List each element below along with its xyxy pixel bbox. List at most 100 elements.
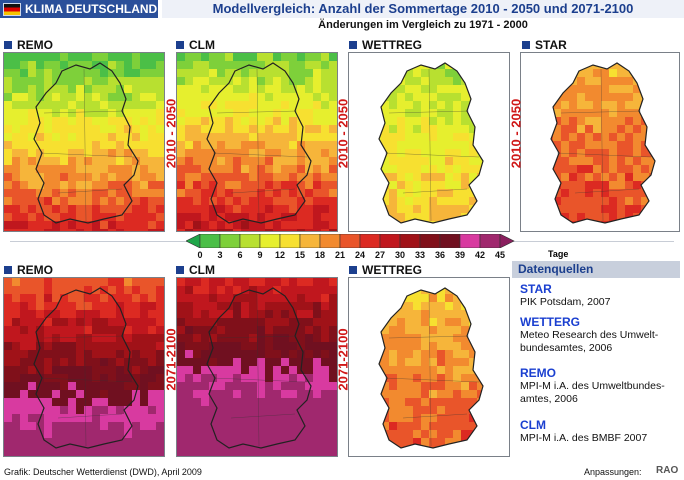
- map-cell: [249, 197, 258, 206]
- map-cell: [156, 422, 164, 431]
- map-cell: [521, 205, 530, 214]
- map-cell: [453, 390, 462, 399]
- map-cell: [201, 382, 210, 391]
- map-cell: [421, 422, 430, 431]
- map-cell: [36, 430, 45, 439]
- map-cell: [265, 133, 274, 142]
- map-cell: [92, 406, 101, 415]
- map-cell: [521, 197, 530, 206]
- map-cell: [485, 326, 494, 335]
- map-cell: [265, 101, 274, 110]
- map-cell: [297, 454, 306, 456]
- map-cell: [421, 205, 430, 214]
- map-cell: [241, 221, 250, 230]
- map-cell: [233, 326, 242, 335]
- map-cell: [68, 133, 77, 142]
- map-cell: [445, 318, 454, 327]
- map-cell: [313, 117, 322, 126]
- map-cell: [445, 406, 454, 415]
- map-cell: [429, 366, 438, 375]
- map-cell: [379, 149, 382, 158]
- map-cell: [461, 149, 470, 158]
- map-cell: [201, 430, 210, 439]
- map-cell: [501, 398, 509, 407]
- map-cell: [493, 141, 502, 150]
- map-cell: [156, 109, 164, 118]
- map-cell: [289, 286, 298, 295]
- map-cell: [405, 430, 414, 439]
- map-cell: [4, 117, 13, 126]
- map-cell: [421, 382, 430, 391]
- map-cell: [281, 350, 290, 359]
- map-cell: [389, 181, 398, 190]
- map-cell: [365, 366, 374, 375]
- map-cell: [4, 141, 13, 150]
- map-cell: [305, 446, 314, 455]
- map-cell: [321, 229, 330, 231]
- map-cell: [379, 446, 382, 448]
- map-cell: [305, 53, 314, 62]
- map-cell: [148, 205, 157, 214]
- map-cell: [493, 286, 502, 295]
- map-cell: [657, 221, 666, 230]
- map-cell: [225, 350, 234, 359]
- map-cell: [421, 181, 430, 190]
- map-cell: [249, 165, 258, 174]
- map-cell: [185, 358, 194, 367]
- map-cell: [217, 350, 226, 359]
- map-cell: [273, 438, 282, 447]
- map-cell: [92, 181, 101, 190]
- map-cell: [485, 165, 494, 174]
- map-cell: [52, 69, 61, 78]
- map-cell: [92, 117, 101, 126]
- map-cell: [445, 382, 454, 391]
- map-cell: [124, 398, 133, 407]
- map-cell: [140, 157, 149, 166]
- map-cell: [601, 77, 610, 86]
- map-cell: [529, 117, 538, 126]
- map-cell: [421, 93, 430, 102]
- map-cell: [429, 342, 438, 351]
- map-cell: [379, 109, 382, 118]
- map-cell: [209, 157, 218, 166]
- map-cell: [437, 318, 446, 327]
- map-cell: [60, 189, 69, 198]
- map-cell: [201, 326, 210, 335]
- map-cell: [297, 85, 306, 94]
- map-cell: [12, 318, 21, 327]
- map-cell: [397, 288, 406, 295]
- map-cell: [453, 334, 462, 343]
- map-cell: [437, 189, 446, 198]
- map-cell: [124, 109, 133, 118]
- map-cell: [28, 77, 37, 86]
- map-cell: [4, 101, 13, 110]
- map-cell: [193, 197, 202, 206]
- map-cell: [329, 93, 337, 102]
- map-cell: [529, 61, 538, 70]
- map-cell: [521, 53, 530, 62]
- map-cell: [405, 398, 414, 407]
- map-cell: [289, 69, 298, 78]
- map-cell: [108, 294, 117, 303]
- map-cell: [477, 398, 483, 407]
- map-cell: [265, 109, 274, 118]
- map-cell: [148, 302, 157, 311]
- map-cell: [28, 342, 37, 351]
- map-cell: [28, 446, 37, 455]
- map-cell: [577, 173, 586, 182]
- map-cell: [52, 165, 61, 174]
- map-cell: [577, 229, 586, 231]
- map-cell: [349, 205, 358, 214]
- map-cell: [249, 294, 258, 303]
- map-cell: [501, 350, 509, 359]
- map-cell: [297, 53, 306, 62]
- map-cell: [429, 173, 438, 182]
- map-cell: [477, 406, 483, 415]
- map-cell: [148, 358, 157, 367]
- map-cell: [297, 390, 306, 399]
- map-cell: [193, 342, 202, 351]
- map-cell: [437, 366, 446, 375]
- map-cell: [257, 374, 266, 383]
- map-cell: [673, 221, 680, 230]
- map-cell: [28, 406, 37, 415]
